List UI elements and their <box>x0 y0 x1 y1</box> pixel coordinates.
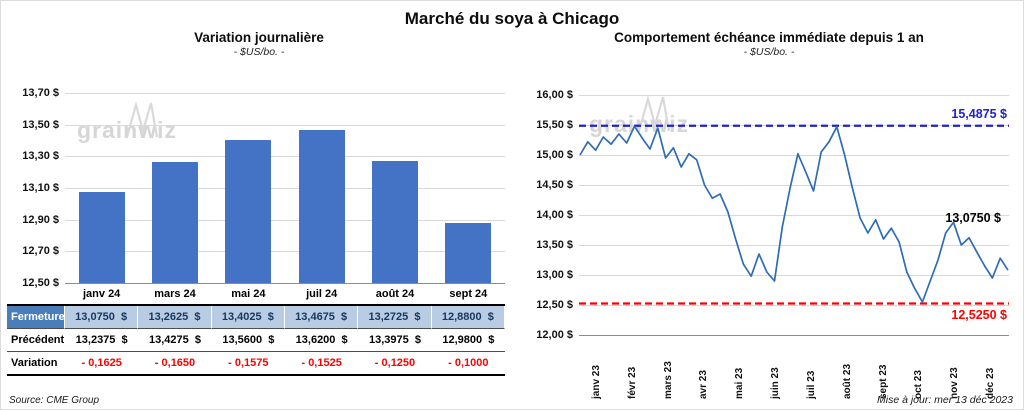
table-row-label: Variation <box>7 352 65 376</box>
updated-note: Mise à jour: mer 13 déc 2023 <box>877 394 1013 406</box>
ref-label-high: 15,4875 $ <box>951 106 1007 121</box>
line-chart-ytick: 13,00 $ <box>536 269 573 281</box>
table-row-label: Précédent <box>7 329 65 352</box>
table-cell: 13,2625 $ <box>138 306 212 329</box>
line-chart-ytick: 13,50 $ <box>536 239 573 251</box>
line-chart-gridline <box>579 95 1009 96</box>
line-chart-gridline <box>579 215 1009 216</box>
line-chart-ytick: 12,00 $ <box>536 329 573 341</box>
bar-chart-ytick: 13,50 $ <box>22 118 59 131</box>
bar-janv-24 <box>78 191 125 283</box>
x-axis-label: juil 23 <box>805 370 817 399</box>
price-line-series <box>579 125 1009 303</box>
table-cell: 13,4275 $ <box>138 329 212 352</box>
grainwiz-watermark-text: grainwiz <box>77 117 178 143</box>
line-chart-gridline <box>579 335 1009 337</box>
x-axis-label: oct 23 <box>913 370 925 399</box>
line-chart-gridline <box>579 275 1009 276</box>
bar-chart-ytick: 13,70 $ <box>22 87 59 99</box>
grainwiz-zigzag-icon <box>125 101 159 138</box>
bar-chart-gridline <box>65 124 505 126</box>
line-chart-gridline <box>579 185 1009 186</box>
price-table: janv 24 mars 24 mai 24 juil 24 août 24 sept 2… <box>7 283 505 376</box>
source-note: Source: CME Group <box>9 395 100 406</box>
table-corner-cell <box>7 283 65 306</box>
bar-chart-gridline <box>65 219 505 221</box>
x-axis-label: févr 23 <box>626 366 638 399</box>
table-cell: - 0,1000 <box>431 352 505 376</box>
x-axis-label: avr 23 <box>698 370 710 399</box>
ref-label-low: 12,5250 $ <box>951 307 1007 322</box>
bar-sept-24 <box>445 222 492 283</box>
last-price-annotation: 13,0750 $ <box>945 210 1001 225</box>
category-label: janv 24 <box>65 283 139 306</box>
table-cell: 13,5600 $ <box>211 329 285 352</box>
x-axis-label: nov 23 <box>949 367 961 399</box>
category-label: août 24 <box>358 283 432 306</box>
line-chart-ytick: 12,50 $ <box>536 299 573 311</box>
category-label: mars 24 <box>138 283 212 306</box>
line-chart-gridline <box>579 245 1009 246</box>
bar-mars-24 <box>151 162 198 283</box>
table-cell: - 0,1575 <box>211 352 285 376</box>
x-axis-label: sept 23 <box>877 364 889 399</box>
daily-variation-panel: Variation journalière - $US/bo. - grainw… <box>7 29 511 407</box>
category-label: juil 24 <box>285 283 359 306</box>
table-cell: - 0,1650 <box>138 352 212 376</box>
page-title: Marché du soya à Chicago <box>404 9 620 28</box>
table-cell: 13,3975 $ <box>358 329 432 352</box>
line-series-svg <box>579 124 1009 305</box>
x-axis-label: août 23 <box>841 363 853 399</box>
bar-chart-gridline <box>65 156 505 158</box>
table-cell: 12,9800 $ <box>431 329 505 352</box>
x-axis-label: mai 23 <box>734 367 746 399</box>
x-axis-label: janv 23 <box>590 365 602 399</box>
line-chart-ytick: 15,50 $ <box>536 119 573 131</box>
line-chart-ytick: 14,00 $ <box>536 209 573 221</box>
table-cell: 12,8800 $ <box>431 306 505 329</box>
bar-chart-ytick: 12,70 $ <box>22 245 59 258</box>
bar-chart-ytick: 12,90 $ <box>22 213 59 226</box>
line-chart-gridline <box>579 305 1009 306</box>
grainwiz-watermark: grainwiz <box>77 101 178 144</box>
table-cell: - 0,1250 <box>358 352 432 376</box>
line-chart-plot-area: grainwiz 16,00 $15,50 $15,00 $14,50 $14,… <box>536 89 1009 399</box>
line-chart-subtitle: - $US/bo. - <box>743 46 795 58</box>
category-label: sept 24 <box>431 283 505 306</box>
bar-chart-ytick: 12,50 $ <box>22 277 59 289</box>
table-cell: 13,2725 $ <box>358 306 432 329</box>
table-cell: 13,0750 $ <box>65 306 139 329</box>
table-cell: 13,4675 $ <box>285 306 359 329</box>
bar-chart-gridline <box>65 251 505 253</box>
bar-chart-subtitle: - $US/bo. - <box>233 46 285 58</box>
bar-chart-ytick: 13,10 $ <box>22 182 59 194</box>
line-chart-ytick: 16,00 $ <box>536 89 573 101</box>
table-row-label: Fermeture <box>7 306 65 329</box>
bar-chart-gridline <box>65 283 505 285</box>
front-month-panel: Comportement échéance immédiate depuis 1… <box>519 29 1019 407</box>
line-chart-ytick: 15,00 $ <box>536 149 573 161</box>
x-axis-label: mars 23 <box>662 361 674 399</box>
table-cell: 13,6200 $ <box>285 329 359 352</box>
bar-juil-24 <box>298 129 345 283</box>
table-cell: 13,4025 $ <box>211 306 285 329</box>
table-cell: 13,2375 $ <box>65 329 139 352</box>
bar-chart-plot-area: grainwiz 13,70 $ 13,50 $ 13,30 $ 13,10 $ 12,… <box>22 87 505 289</box>
line-chart-ytick: 14,50 $ <box>536 179 573 191</box>
bar-août-24 <box>371 160 418 283</box>
line-chart-gridline <box>579 155 1009 156</box>
bar-chart-gridline <box>65 188 505 189</box>
table-cell: - 0,1525 <box>285 352 359 376</box>
bar-chart-title: Variation journalière <box>194 30 324 45</box>
x-axis-label: juin 23 <box>770 367 782 399</box>
bar-chart-gridline <box>65 93 505 94</box>
x-axis-label: déc 23 <box>985 367 997 399</box>
table-cell: - 0,1625 <box>65 352 139 376</box>
line-chart-title: Comportement échéance immédiate depuis 1… <box>614 30 924 45</box>
bar-series <box>65 93 505 283</box>
bar-mai-24 <box>225 140 272 283</box>
category-label: mai 24 <box>211 283 285 306</box>
bar-chart-ytick: 13,30 $ <box>22 150 59 163</box>
